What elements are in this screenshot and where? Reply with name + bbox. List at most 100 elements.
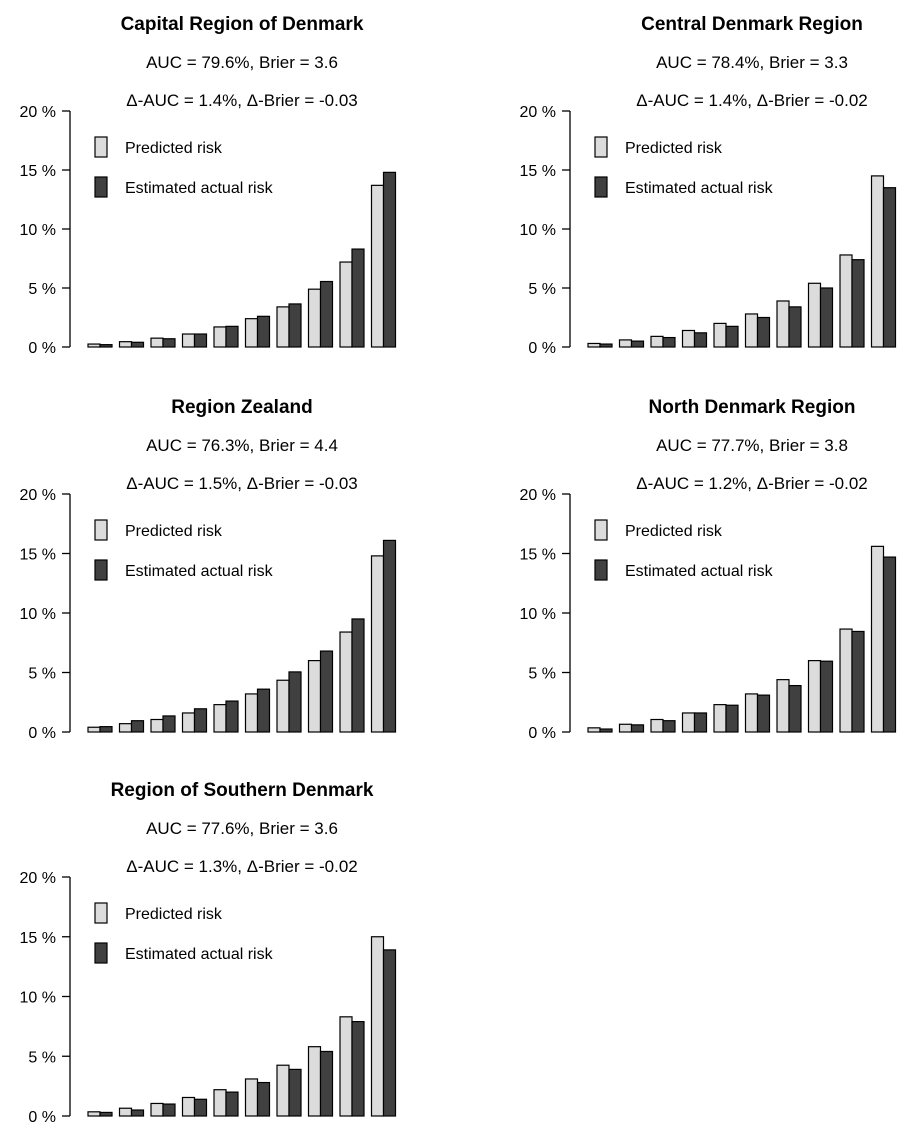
- bar-actual: [693, 712, 708, 733]
- bar-actual: [225, 325, 239, 348]
- bar-predicted: [87, 343, 101, 348]
- chart-panel-2: Central Denmark Region AUC = 78.4%, Brier…: [520, 14, 897, 357]
- bar-actual: [630, 340, 645, 348]
- legend-label: Estimated actual risk: [625, 180, 774, 197]
- legend-label: Predicted risk: [125, 523, 223, 540]
- chart-subtitle-metrics: AUC = 78.4%, Brier = 3.3: [656, 53, 848, 72]
- bar-predicted: [339, 631, 353, 733]
- chart-subtitle-metrics: AUC = 77.6%, Brier = 3.6: [146, 819, 338, 838]
- chart-title: Region of Southern Denmark: [111, 780, 374, 801]
- bar-predicted: [213, 704, 227, 733]
- bar-predicted: [776, 679, 790, 733]
- y-tick-label: 15 %: [20, 163, 56, 180]
- chart-panel-4: North Denmark Region AUC = 77.7%, Brier =…: [520, 397, 897, 742]
- bar-predicted: [181, 712, 196, 733]
- bar-predicted: [776, 300, 790, 348]
- bar-actual: [288, 1068, 302, 1117]
- y-tick-label: 5 %: [28, 281, 56, 298]
- y-tick-label: 20 %: [20, 487, 56, 504]
- bar-predicted: [276, 306, 290, 348]
- bar-actual: [162, 715, 176, 733]
- chart-panel-5: Region of Southern Denmark AUC = 77.6%, B…: [20, 780, 397, 1126]
- legend-label: Predicted risk: [625, 140, 723, 157]
- chart-title: Capital Region of Denmark: [121, 14, 364, 35]
- chart-subtitle-metrics: AUC = 77.7%, Brier = 3.8: [656, 436, 848, 455]
- chart-subtitle-delta: Δ-AUC = 1.5%, Δ-Brier = -0.03: [126, 474, 358, 493]
- bar-actual: [819, 660, 834, 733]
- y-tick-label: 15 %: [20, 547, 56, 564]
- y-tick-label: 5 %: [528, 666, 556, 683]
- bar-actual: [756, 694, 771, 733]
- bar-predicted: [839, 254, 853, 348]
- bar-actual: [193, 333, 208, 348]
- bar-actual: [630, 724, 645, 733]
- chart-panel-3: Region Zealand AUC = 76.3%, Brier = 4.4 Δ-…: [20, 397, 397, 742]
- y-tick-label: 20 %: [520, 487, 556, 504]
- bar-actual: [788, 306, 802, 348]
- bar-actual: [756, 316, 771, 348]
- chart-title: Region Zealand: [171, 397, 312, 418]
- legend-label: Estimated actual risk: [125, 563, 274, 580]
- legend-swatch: [594, 519, 608, 541]
- bar-predicted: [870, 175, 885, 348]
- bar-predicted: [807, 282, 822, 348]
- bar-actual: [256, 315, 271, 348]
- bar-predicted: [181, 1096, 196, 1117]
- bar-actual: [788, 684, 802, 733]
- bar-actual: [162, 1103, 176, 1117]
- y-tick-label: 0 %: [528, 725, 556, 742]
- bar-predicted: [618, 723, 633, 733]
- bar-predicted: [587, 342, 601, 348]
- bar-actual: [351, 248, 365, 348]
- bar-predicted: [618, 339, 633, 348]
- bar-predicted: [307, 288, 322, 348]
- y-tick-label: 0 %: [28, 725, 56, 742]
- legend-label: Predicted risk: [125, 906, 223, 923]
- chart-subtitle-metrics: AUC = 79.6%, Brier = 3.6: [146, 53, 338, 72]
- bar-predicted: [213, 1089, 227, 1117]
- bar-actual: [225, 1091, 239, 1117]
- bar-predicted: [807, 659, 822, 733]
- chart-panel-1: Capital Region of Denmark AUC = 79.6%, Br…: [20, 14, 397, 357]
- bar-actual: [162, 338, 176, 348]
- bar-actual: [882, 187, 897, 348]
- legend-label: Estimated actual risk: [125, 946, 274, 963]
- y-tick-label: 20 %: [520, 104, 556, 121]
- bar-predicted: [339, 1016, 353, 1117]
- legend-swatch: [94, 519, 108, 541]
- bar-actual: [382, 171, 397, 348]
- bar-actual: [662, 720, 676, 733]
- bar-predicted: [307, 659, 322, 733]
- y-tick-label: 5 %: [28, 1049, 56, 1066]
- bar-actual: [725, 325, 739, 348]
- bar-actual: [319, 1050, 334, 1117]
- bar-predicted: [370, 555, 385, 733]
- legend-label: Estimated actual risk: [125, 180, 274, 197]
- bar-actual: [382, 539, 397, 733]
- bar-predicted: [150, 337, 164, 348]
- bar-predicted: [744, 313, 759, 348]
- bar-predicted: [276, 1064, 290, 1117]
- bar-actual: [225, 700, 239, 733]
- bar-predicted: [150, 718, 164, 733]
- y-tick-label: 10 %: [520, 222, 556, 239]
- bar-predicted: [650, 718, 664, 733]
- bar-actual: [725, 704, 739, 733]
- y-tick-label: 20 %: [20, 870, 56, 887]
- y-tick-label: 20 %: [20, 104, 56, 121]
- y-tick-label: 0 %: [528, 340, 556, 357]
- bar-actual: [319, 650, 334, 733]
- bar-predicted: [650, 335, 664, 348]
- y-tick-label: 5 %: [28, 666, 56, 683]
- bar-predicted: [713, 704, 727, 733]
- bar-actual: [851, 259, 865, 348]
- chart-subtitle-delta: Δ-AUC = 1.2%, Δ-Brier = -0.02: [636, 474, 868, 493]
- y-tick-label: 10 %: [20, 990, 56, 1007]
- bar-predicted: [681, 329, 696, 348]
- chart-subtitle-delta: Δ-AUC = 1.4%, Δ-Brier = -0.02: [636, 91, 868, 110]
- bar-predicted: [370, 184, 385, 348]
- bar-predicted: [244, 318, 259, 348]
- legend-swatch: [594, 559, 608, 581]
- bar-actual: [130, 341, 145, 348]
- y-tick-label: 15 %: [520, 163, 556, 180]
